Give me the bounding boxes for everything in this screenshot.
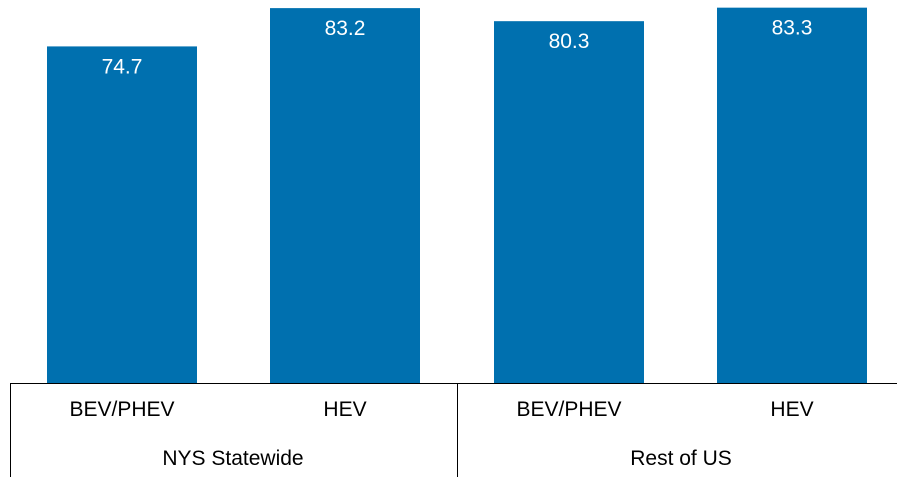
category-label: HEV — [770, 398, 813, 421]
bars-layer — [47, 7, 867, 384]
category-label: BEV/PHEV — [516, 398, 621, 421]
group-labels-layer: NYS Statewide Rest of US — [162, 447, 731, 470]
category-label: HEV — [323, 398, 366, 421]
bar-1-1 — [47, 46, 197, 384]
bar-1-2 — [270, 8, 420, 383]
bar-value-label: 80.3 — [549, 30, 590, 53]
group-label: Rest of US — [630, 447, 732, 470]
axis-layer — [10, 383, 897, 477]
value-labels-layer: 74.7 83.2 80.3 83.3 — [102, 17, 813, 79]
bar-2-2 — [717, 7, 867, 383]
group-label: NYS Statewide — [162, 447, 303, 470]
bar-value-label: 83.3 — [772, 17, 813, 40]
bar-2-1 — [494, 21, 644, 384]
bar-value-label: 83.2 — [325, 17, 366, 40]
category-labels-layer: BEV/PHEV HEV BEV/PHEV HEV — [69, 398, 813, 421]
category-label: BEV/PHEV — [69, 398, 174, 421]
bar-value-label: 74.7 — [102, 55, 143, 78]
